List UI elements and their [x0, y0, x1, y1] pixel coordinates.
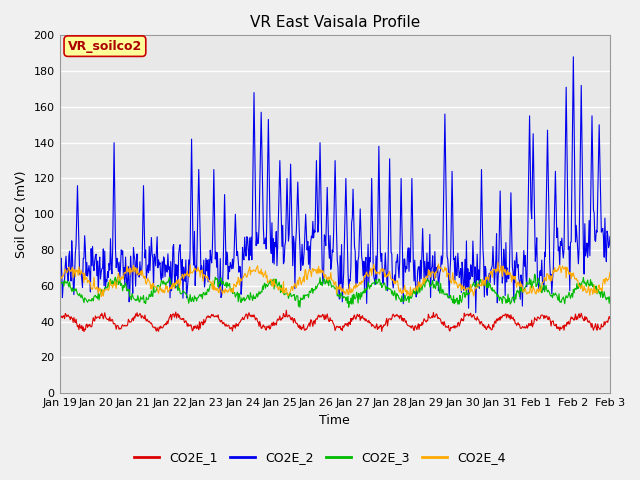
CO2E_4 — [56, 276, 63, 281]
Y-axis label: Soil CO2 (mV): Soil CO2 (mV) — [15, 170, 28, 258]
CO2E_2 — [570, 54, 577, 60]
CO2E_1 — [80, 329, 88, 335]
CO2E_3 — [531, 271, 538, 277]
CO2E_4 — [222, 288, 230, 294]
CO2E_4 — [494, 259, 502, 265]
CO2E_1 — [270, 323, 278, 328]
CO2E_4 — [250, 267, 257, 273]
CO2E_3 — [296, 304, 304, 310]
CO2E_2 — [249, 195, 257, 201]
CO2E_1 — [424, 318, 431, 324]
Line: CO2E_4: CO2E_4 — [60, 262, 610, 297]
CO2E_1 — [606, 316, 614, 322]
CO2E_2 — [269, 236, 277, 241]
CO2E_3 — [249, 298, 257, 303]
Line: CO2E_2: CO2E_2 — [60, 57, 610, 312]
Title: VR East Vaisala Profile: VR East Vaisala Profile — [250, 15, 420, 30]
CO2E_2 — [422, 274, 430, 280]
CO2E_1 — [393, 312, 401, 317]
CO2E_3 — [392, 297, 400, 303]
X-axis label: Time: Time — [319, 414, 350, 427]
CO2E_1 — [282, 307, 290, 313]
CO2E_4 — [121, 270, 129, 276]
CO2E_2 — [606, 234, 614, 240]
CO2E_2 — [221, 228, 229, 234]
Legend: CO2E_1, CO2E_2, CO2E_3, CO2E_4: CO2E_1, CO2E_2, CO2E_3, CO2E_4 — [129, 446, 511, 469]
Line: CO2E_3: CO2E_3 — [60, 274, 610, 307]
Text: VR_soilco2: VR_soilco2 — [68, 40, 142, 53]
CO2E_2 — [472, 310, 479, 315]
CO2E_1 — [250, 314, 257, 320]
CO2E_4 — [97, 294, 105, 300]
CO2E_4 — [270, 276, 278, 282]
CO2E_2 — [120, 264, 128, 270]
CO2E_3 — [423, 276, 431, 282]
CO2E_4 — [423, 274, 431, 279]
CO2E_1 — [121, 323, 129, 328]
CO2E_3 — [56, 282, 63, 288]
CO2E_3 — [221, 283, 229, 289]
CO2E_3 — [120, 285, 128, 290]
Line: CO2E_1: CO2E_1 — [60, 310, 610, 332]
CO2E_4 — [606, 269, 614, 275]
CO2E_1 — [56, 312, 63, 318]
CO2E_2 — [392, 280, 399, 286]
CO2E_4 — [392, 278, 400, 284]
CO2E_2 — [56, 281, 63, 287]
CO2E_3 — [269, 276, 277, 282]
CO2E_1 — [222, 321, 230, 327]
CO2E_3 — [606, 294, 614, 300]
